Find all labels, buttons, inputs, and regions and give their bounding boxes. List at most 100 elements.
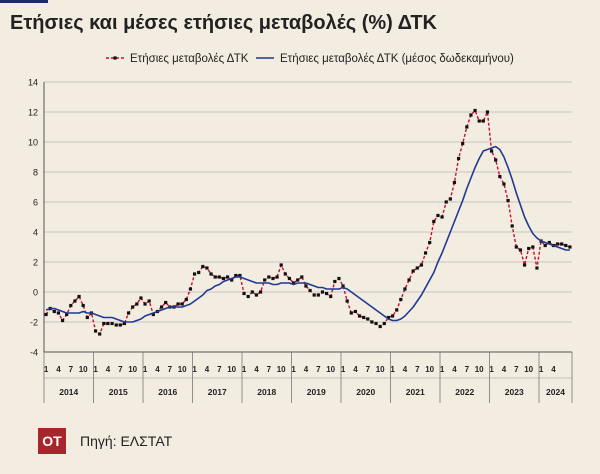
y-tick-label: 4 xyxy=(33,228,38,238)
series-point-annual xyxy=(390,314,395,318)
series-point-annual xyxy=(522,263,527,267)
x-month-tick-label: 10 xyxy=(277,365,286,374)
x-year-label: 2022 xyxy=(455,387,474,397)
series-point-annual xyxy=(209,272,213,276)
series-point-annual xyxy=(131,305,135,309)
series-point-annual xyxy=(502,182,506,186)
series-point-annual xyxy=(345,299,349,303)
series-point-annual xyxy=(535,266,539,270)
y-tick-label: 6 xyxy=(33,198,38,208)
series-point-annual xyxy=(436,213,440,218)
series-point-annual xyxy=(296,278,300,282)
series-line-average xyxy=(45,145,570,323)
series-point-annual xyxy=(419,263,424,267)
series-point-annual xyxy=(85,315,89,320)
series-point-annual xyxy=(304,284,308,288)
x-month-tick-label: 7 xyxy=(118,365,123,374)
series-point-annual xyxy=(217,275,221,279)
series-point-annual xyxy=(382,321,386,326)
x-year-label: 2020 xyxy=(356,387,375,397)
x-month-tick-label: 10 xyxy=(326,365,335,374)
legend-label-average: Ετήσιες μεταβολές ΔΤΚ (μέσος δωδεκαμήνου… xyxy=(280,53,514,65)
x-month-tick-label: 1 xyxy=(440,365,445,374)
x-month-tick-label: 7 xyxy=(168,365,173,374)
series-point-annual xyxy=(143,302,147,306)
y-tick-label: 14 xyxy=(28,78,38,88)
series-point-annual xyxy=(300,275,304,279)
series-point-annual xyxy=(250,290,254,294)
x-month-tick-label: 4 xyxy=(452,365,457,374)
x-month-tick-label: 1 xyxy=(44,365,49,374)
series-point-annual xyxy=(230,278,234,282)
series-point-annual xyxy=(432,219,436,224)
x-year-label: 2015 xyxy=(109,387,128,397)
legend-label-annual: Ετήσιες μεταβολές ΔΤΚ xyxy=(130,53,249,65)
series-point-annual xyxy=(477,119,481,123)
legend: Ετήσιες μεταβολές ΔΤΚ Ετήσιες μεταβολές Δ… xyxy=(106,53,514,65)
series-point-annual xyxy=(329,294,333,299)
x-month-tick-label: 1 xyxy=(489,365,494,374)
series-point-annual xyxy=(283,272,287,276)
x-month-tick-label: 1 xyxy=(539,365,544,374)
series-point-annual xyxy=(362,315,366,320)
x-month-tick-label: 10 xyxy=(524,365,533,374)
x-month-tick-label: 7 xyxy=(217,365,222,374)
series-point-annual xyxy=(498,174,502,179)
series-point-annual xyxy=(106,321,110,326)
series-point-annual xyxy=(197,270,201,275)
series-point-annual xyxy=(135,302,139,306)
y-tick-label: 8 xyxy=(33,168,38,178)
series-point-annual xyxy=(254,293,259,297)
series-point-annual xyxy=(485,110,490,114)
series-point-annual xyxy=(461,141,465,146)
series-point-annual xyxy=(353,309,358,314)
series-point-annual xyxy=(267,275,271,279)
series-point-annual xyxy=(481,119,485,123)
series-point-annual xyxy=(440,215,444,219)
series-point-annual xyxy=(423,251,428,255)
series-point-annual xyxy=(349,311,353,315)
series-point-annual xyxy=(527,246,531,251)
x-year-label: 2019 xyxy=(307,387,326,397)
series-point-annual xyxy=(473,108,477,113)
series-point-annual xyxy=(428,240,432,245)
series-point-annual xyxy=(93,329,98,333)
x-month-tick-label: 7 xyxy=(366,365,371,374)
series-line-annual xyxy=(45,109,571,336)
x-month-tick-label: 1 xyxy=(390,365,395,374)
series-point-annual xyxy=(56,311,61,315)
x-month-tick-label: 10 xyxy=(376,365,385,374)
x-year-label: 2014 xyxy=(59,387,78,397)
series-point-annual xyxy=(52,309,56,314)
series-point-annual xyxy=(44,312,48,317)
x-month-tick-label: 4 xyxy=(353,365,358,374)
series-point-annual xyxy=(118,323,122,327)
series-point-annual xyxy=(514,245,518,249)
series-point-annual xyxy=(258,290,263,294)
series-point-annual xyxy=(242,291,246,296)
series-point-annual xyxy=(291,281,296,285)
x-month-tick-label: 7 xyxy=(267,365,272,374)
series-point-annual xyxy=(370,320,374,324)
series-point-annual xyxy=(221,276,226,281)
x-month-tick-label: 1 xyxy=(192,365,197,374)
x-year-label: 2021 xyxy=(406,387,425,397)
series-point-annual xyxy=(320,290,325,294)
series-point-annual xyxy=(547,240,551,245)
x-year-label: 2017 xyxy=(208,387,227,397)
series-point-annual xyxy=(279,263,283,267)
series-point-annual xyxy=(341,284,345,288)
x-month-tick-label: 10 xyxy=(128,365,137,374)
x-year-label: 2023 xyxy=(505,387,524,397)
x-month-tick-label: 7 xyxy=(514,365,519,374)
y-tick-label: 12 xyxy=(28,108,38,118)
series-point-annual xyxy=(469,113,473,117)
series-point-annual xyxy=(77,294,81,299)
series-point-annual xyxy=(324,291,329,296)
x-month-tick-label: 10 xyxy=(425,365,434,374)
series-point-annual xyxy=(69,303,73,308)
series-point-annual xyxy=(312,293,316,297)
series-point-annual xyxy=(164,300,168,305)
